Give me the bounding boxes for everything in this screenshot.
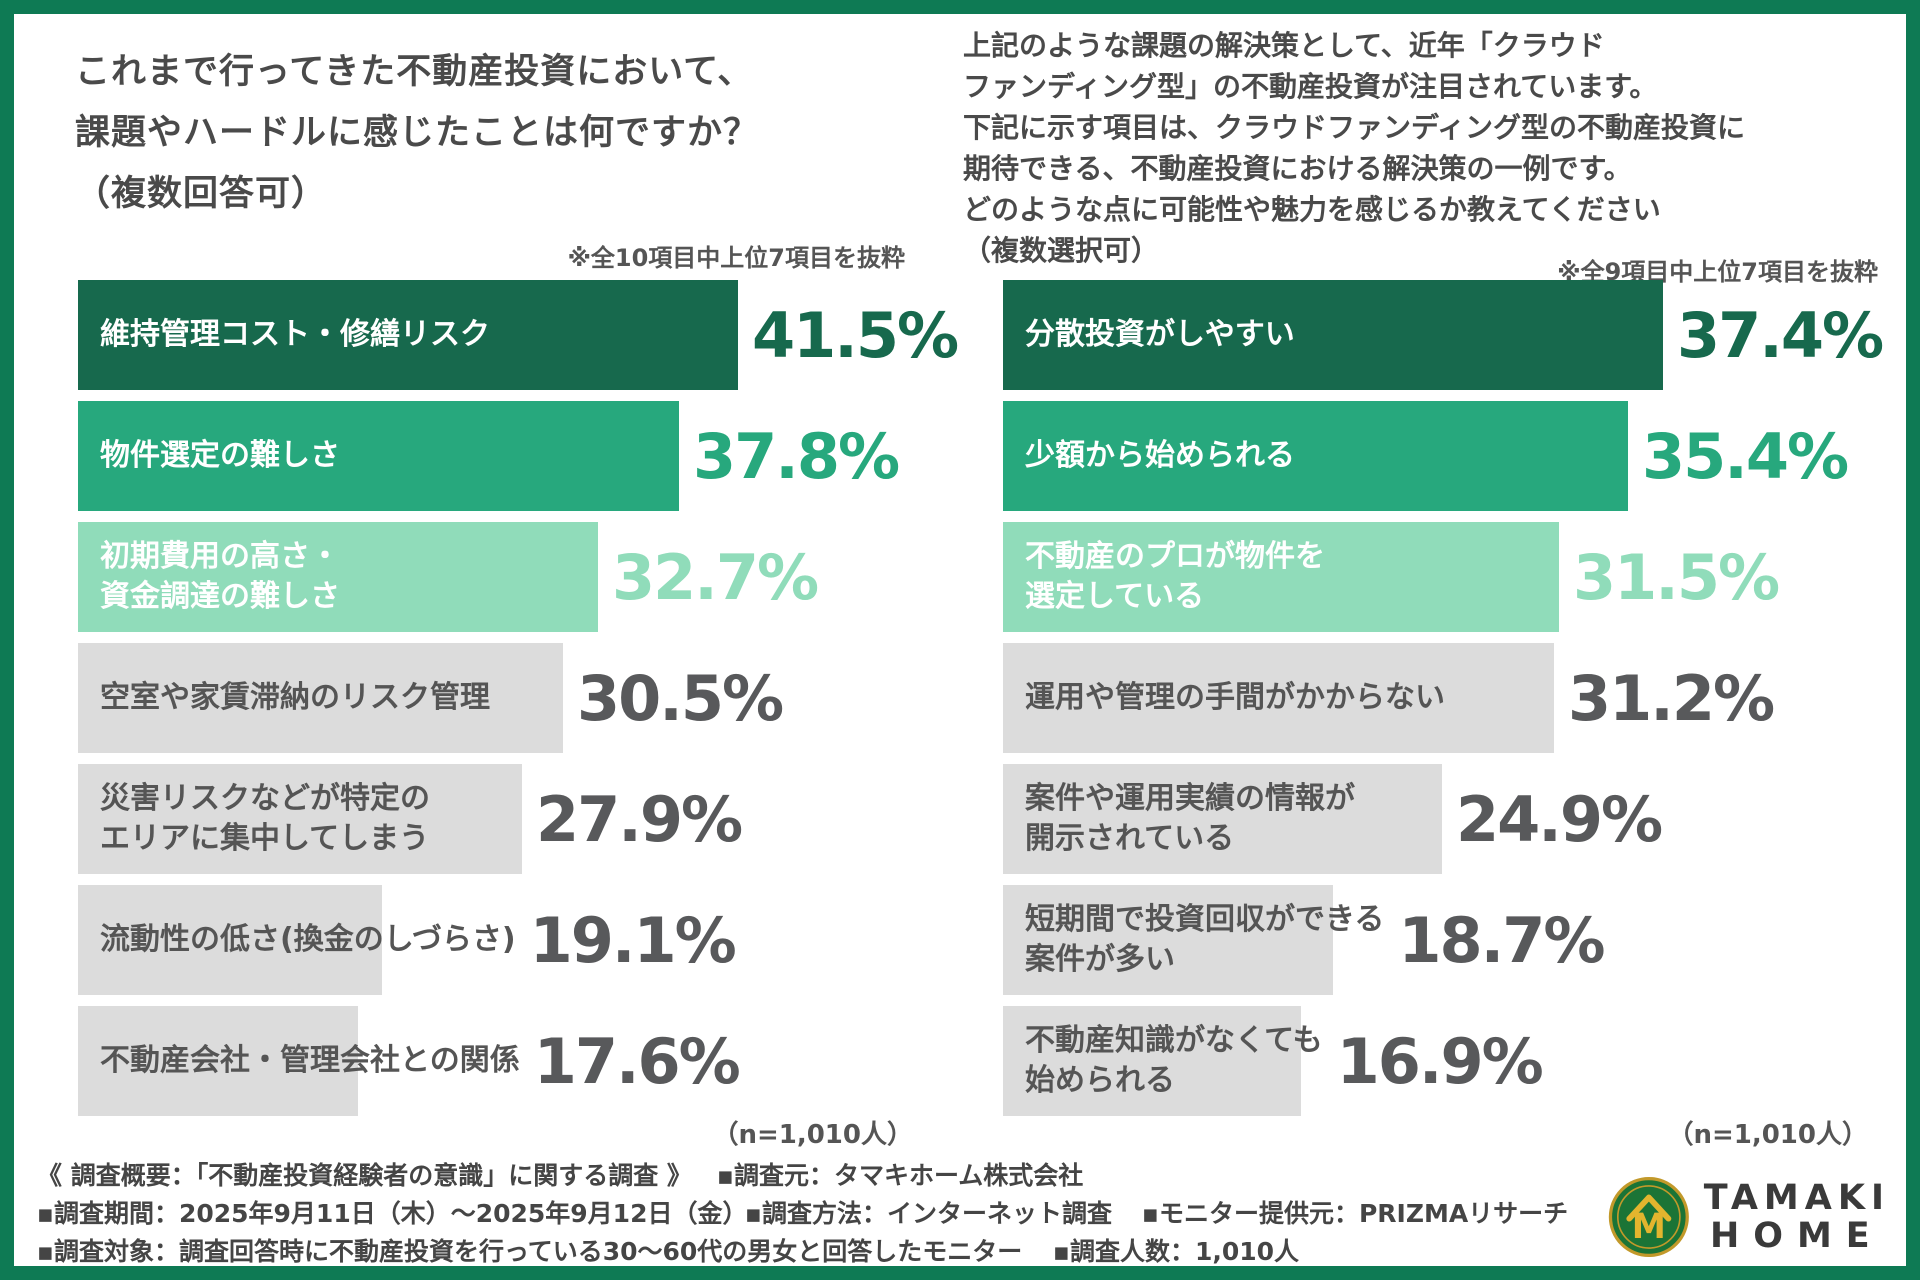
bar-row: 初期費用の高さ・ 資金調達の難しさ 32.7% [78,522,957,632]
bar-row: 維持管理コスト・修繕リスク 41.5% [78,280,959,390]
bar-label: 維持管理コスト・修繕リスク [100,317,490,352]
right-chart-title: 上記のような課題の解決策として、近年「クラウド ファンディング型」の不動産投資が… [963,29,1746,267]
bar-row: 少額から始められる 35.4% [1003,401,1882,511]
survey-target: ▪調査対象：調査回答時に不動産投資を行っている30〜60代の男女と回答したモニタ… [37,1237,1023,1266]
bar-label: 物件選定の難しさ [100,438,340,473]
bar-value: 27.9% [536,782,743,856]
bar-value: 31.2% [1568,661,1775,735]
bar-value: 19.1% [529,903,737,977]
survey-monitor-provider: ▪モニター提供元：PRIZMAリサーチ [1142,1199,1569,1228]
bar-row: 物件選定の難しさ 37.8% [78,401,957,511]
bar-value: 24.9% [1456,782,1663,856]
survey-overview: 《 調査概要：「不動産投資経験者の意識」に関する調査 》 [37,1161,692,1190]
bar-label: 案件や運用実績の情報が 開示されている [1025,781,1355,856]
bar-value: 30.5% [577,661,784,735]
tamaki-home-logo: M TAMAKI HOME [1608,1166,1890,1268]
bar-value: 18.7% [1398,903,1605,977]
bar-value: 35.4% [1642,419,1849,493]
bar-label: 初期費用の高さ・ 資金調達の難しさ [100,539,340,614]
bar-label: 不動産のプロが物件を 選定している [1025,539,1325,614]
bar-row: 不動産のプロが物件を 選定している 31.5% [1003,522,1882,632]
bar-value: 31.5% [1573,540,1780,614]
bar-label: 空室や家賃滞納のリスク管理 [100,680,490,715]
bar [1003,280,1663,390]
bar-row: 流動性の低さ(換金のしづらさ) 19.1% [78,885,957,995]
bar-label: 不動産会社・管理会社との関係 [100,1043,520,1078]
bar-row: 運用や管理の手間がかからない 31.2% [1003,643,1882,753]
bar-row: 案件や運用実績の情報が 開示されている 24.9% [1003,764,1882,874]
bar [78,885,382,995]
right-sample-size: （n=1,010人） [1667,1120,1868,1150]
tamaki-emblem-icon: M [1608,1176,1689,1258]
bar-row: 短期間で投資回収ができる 案件が多い 18.7% [1003,885,1882,995]
logo-wordmark: TAMAKI HOME [1704,1179,1890,1255]
svg-text:M: M [1632,1207,1666,1247]
bar [78,280,738,390]
bar-label: 短期間で投資回収ができる 案件が多い [1025,902,1385,977]
bar-label: 運用や管理の手間がかからない [1025,680,1445,715]
bar-row: 不動産知識がなくても 始められる 16.9% [1003,1006,1882,1116]
bar-label: 分散投資がしやすい [1025,317,1295,352]
survey-method: ▪調査方法：インターネット調査 [745,1199,1112,1228]
bar [1003,764,1442,874]
bar-value: 32.7% [612,540,819,614]
bar-label: 災害リスクなどが特定の エリアに集中してしまう [100,781,430,856]
left-sample-size: （n=1,010人） [712,1120,913,1150]
left-chart-title: これまで行ってきた不動産投資において、 課題やハードルに感じたことは何ですか？ … [75,52,760,214]
bar [1003,885,1333,995]
bar [78,643,563,753]
bar [1003,522,1559,632]
bar-label: 不動産知識がなくても 始められる [1025,1023,1323,1098]
bar-value: 41.5% [752,298,959,372]
bar [78,764,522,874]
bar-value: 37.8% [693,419,900,493]
bar-row: 分散投資がしやすい 37.4% [1003,280,1884,390]
bar [78,401,679,511]
survey-period: ▪調査期間：2025年9月11日（木）〜2025年9月12日（金） [37,1199,748,1228]
left-chart-note: ※全10項目中上位7項目を抜粋 [567,244,905,272]
bar-value: 17.6% [533,1024,741,1098]
right-chart-bars: 分散投資がしやすい 37.4% 少額から始められる 35.4% 不動産のプロが物件を 選… [1003,280,1884,1127]
logo-word-tamaki: TAMAKI [1703,1178,1890,1218]
bar [1003,1006,1301,1116]
bar-label: 少額から始められる [1025,438,1295,473]
left-chart-bars: 維持管理コスト・修繕リスク 41.5% 物件選定の難しさ 37.8% 初期費用の高さ・ … [78,280,959,1127]
bar-value: 37.4% [1677,298,1884,372]
survey-source: ▪調査元：タマキホーム株式会社 [717,1161,1084,1190]
bar [78,522,598,632]
bar-row: 災害リスクなどが特定の エリアに集中してしまう 27.9% [78,764,957,874]
bar [1003,401,1628,511]
logo-word-home: HOME [1709,1216,1884,1256]
bar-value: 16.9% [1336,1024,1544,1098]
bar [1003,643,1554,753]
bar-label: 流動性の低さ(換金のしづらさ) [100,922,516,957]
survey-respondents: ▪調査人数：1,010人 [1053,1237,1300,1266]
bar-row: 不動産会社・管理会社との関係 17.6% [78,1006,957,1116]
bar-row: 空室や家賃滞納のリスク管理 30.5% [78,643,957,753]
bar [78,1006,358,1116]
